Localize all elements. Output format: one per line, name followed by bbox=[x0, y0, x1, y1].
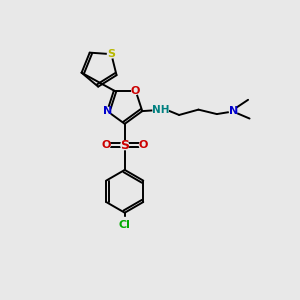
Circle shape bbox=[139, 141, 147, 149]
Text: O: O bbox=[102, 140, 111, 150]
Circle shape bbox=[107, 50, 115, 58]
Circle shape bbox=[121, 141, 129, 149]
Text: N: N bbox=[229, 106, 238, 116]
Circle shape bbox=[117, 218, 133, 233]
Circle shape bbox=[153, 102, 168, 117]
Circle shape bbox=[103, 107, 111, 115]
Text: S: S bbox=[107, 49, 115, 59]
Text: NH: NH bbox=[152, 105, 170, 115]
Circle shape bbox=[229, 107, 237, 115]
Circle shape bbox=[132, 87, 140, 94]
Text: O: O bbox=[131, 85, 140, 95]
Text: O: O bbox=[139, 140, 148, 150]
Text: N: N bbox=[103, 106, 112, 116]
Circle shape bbox=[102, 141, 110, 149]
Text: S: S bbox=[120, 139, 129, 152]
Text: Cl: Cl bbox=[119, 220, 131, 230]
